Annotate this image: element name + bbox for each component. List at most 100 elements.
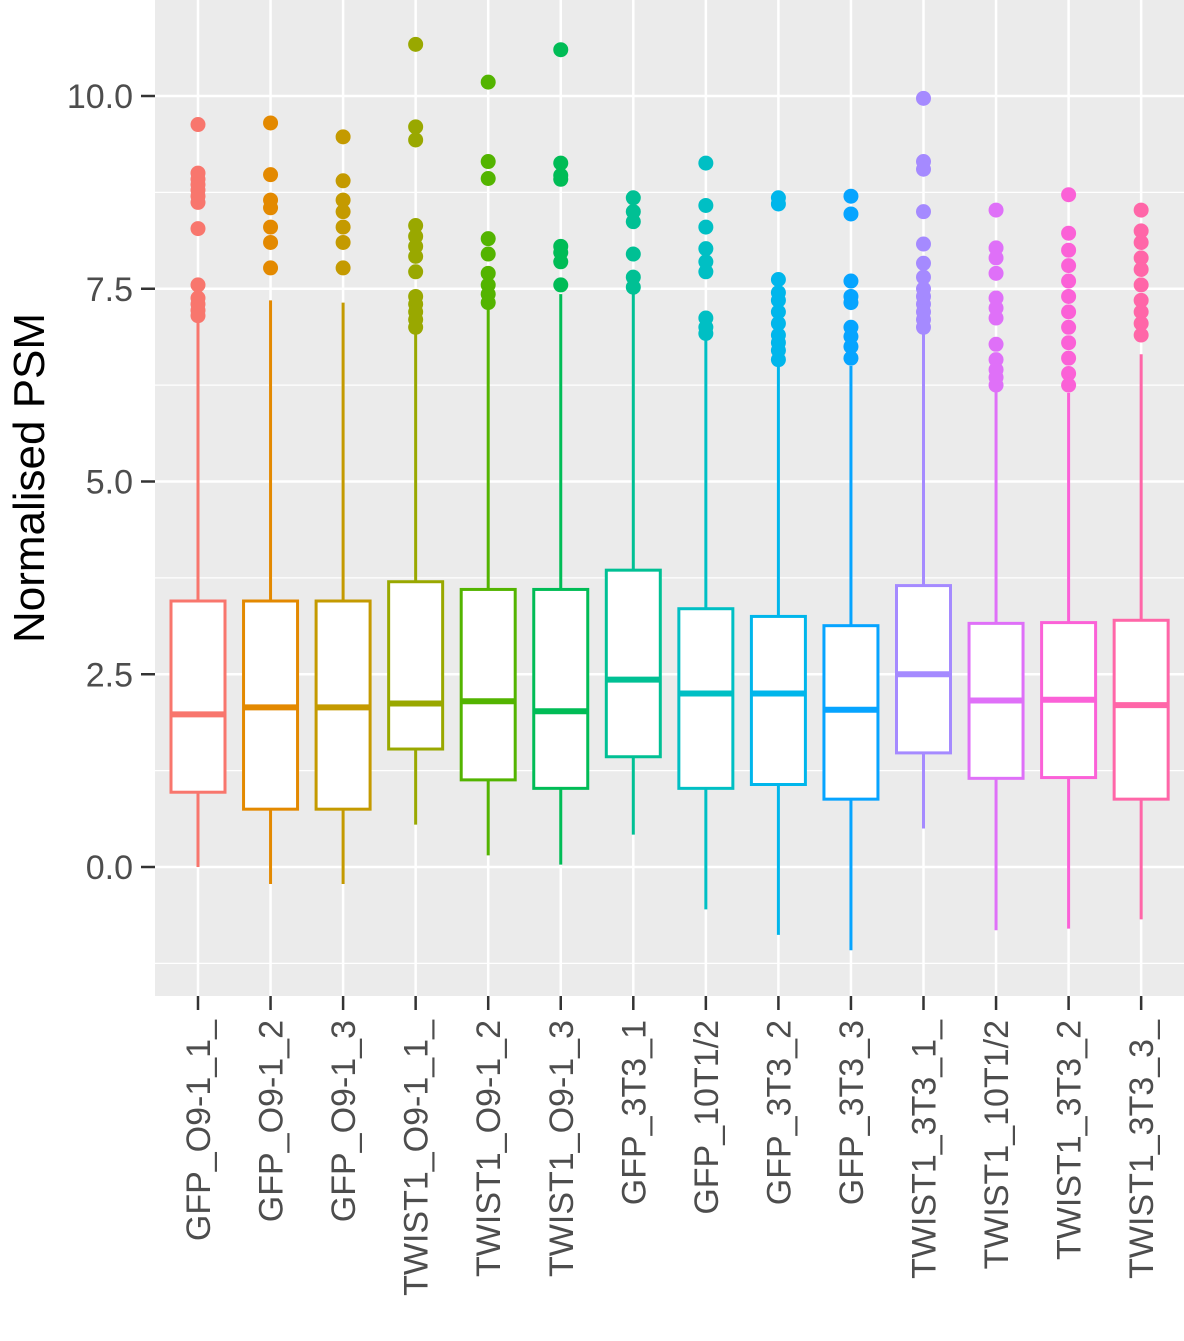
x-tick-label: GFP_3T3_1: [615, 1020, 653, 1205]
box-5: [459, 74, 517, 856]
outlier-point: [1133, 202, 1149, 218]
outlier-point: [1133, 304, 1149, 320]
outlier-point: [190, 194, 206, 210]
box-1: [169, 117, 227, 867]
outlier-point: [553, 42, 569, 58]
outlier-point: [1133, 223, 1149, 239]
box-iqr: [677, 607, 735, 790]
box-3: [314, 129, 372, 884]
outlier-point: [698, 197, 714, 213]
outlier-point: [408, 319, 424, 335]
outlier-point: [1061, 366, 1077, 382]
x-tick-label: TWIST1_O9-1_1_: [398, 1019, 436, 1296]
outlier-point: [770, 304, 786, 320]
outlier-point: [408, 264, 424, 280]
outlier-point: [553, 155, 569, 171]
outlier-point: [1061, 319, 1077, 335]
outlier-point: [263, 260, 279, 276]
outlier-point: [335, 234, 351, 250]
outlier-point: [263, 234, 279, 250]
outlier-point: [1061, 187, 1077, 203]
outlier-point: [480, 231, 496, 247]
box-iqr: [169, 599, 227, 794]
box-14: [1112, 202, 1170, 920]
outlier-point: [263, 115, 279, 131]
outlier-point: [1061, 377, 1077, 393]
outlier-point: [843, 350, 859, 366]
outlier-point: [190, 308, 206, 324]
outlier-point: [843, 188, 859, 204]
outlier-point: [988, 336, 1004, 352]
outlier-point: [263, 219, 279, 235]
box-4: [387, 36, 445, 825]
outlier-point: [843, 295, 859, 311]
outlier-point: [770, 292, 786, 308]
box-11: [895, 90, 952, 829]
outlier-point: [988, 265, 1004, 281]
x-tick-label: GFP_O9-1_1_: [180, 1019, 218, 1241]
outlier-point: [1061, 273, 1077, 289]
outlier-point: [698, 264, 714, 280]
outlier-point: [916, 204, 931, 220]
box-series: [169, 36, 1170, 951]
outlier-point: [988, 377, 1004, 393]
outlier-point: [480, 246, 496, 262]
x-tick-label: TWIST1_3T3_2: [1051, 1020, 1089, 1260]
outlier-point: [770, 352, 786, 368]
outlier-point: [1133, 250, 1149, 266]
box-7: [604, 190, 662, 835]
outlier-point: [480, 74, 496, 90]
outlier-point: [263, 200, 279, 216]
x-tick-label: GFP_3T3_3: [833, 1020, 871, 1205]
box-iqr: [532, 587, 590, 790]
box-13: [1040, 187, 1098, 929]
x-axis: GFP_O9-1_1_ GFP_O9-1_2 GFP_O9-1_3 TWIST1_O9…: [180, 996, 1161, 1296]
outlier-point: [480, 170, 496, 186]
outlier-point: [480, 265, 496, 281]
outlier-point: [916, 161, 931, 177]
outlier-point: [553, 254, 569, 270]
x-tick-label: TWIST1_O9-1_3: [543, 1020, 581, 1277]
box-12: [967, 202, 1025, 931]
outlier-point: [1133, 315, 1149, 331]
outlier-point: [988, 202, 1004, 218]
outlier-point: [190, 277, 206, 293]
x-tick-label: TWIST1_3T3_3_: [1123, 1019, 1161, 1279]
y-axis-title: Normalised PSM: [5, 313, 54, 643]
outlier-point: [263, 167, 279, 183]
box-8: [677, 155, 735, 910]
outlier-point: [988, 310, 1004, 326]
outlier-point: [770, 315, 786, 331]
outlier-point: [770, 196, 786, 212]
outlier-point: [1061, 335, 1077, 351]
outlier-point: [1061, 350, 1077, 366]
outlier-point: [1061, 258, 1077, 274]
box-iqr: [1112, 618, 1170, 801]
outlier-point: [335, 173, 351, 189]
x-tick-label: GFP_O9-1_2: [253, 1020, 291, 1222]
x-tick-label: GFP_3T3_2: [760, 1020, 798, 1205]
y-tick-label: 0.0: [86, 849, 133, 887]
outlier-point: [553, 277, 569, 293]
outlier-point: [1061, 304, 1077, 320]
outlier-point: [408, 248, 424, 264]
x-tick-label: TWIST1_O9-1_2: [470, 1020, 508, 1277]
outlier-point: [1061, 225, 1077, 241]
outlier-point: [625, 279, 641, 295]
x-tick-label: GFP_10T1/2: [688, 1020, 726, 1215]
box-iqr: [749, 614, 807, 787]
box-6: [532, 42, 590, 865]
outlier-point: [1133, 261, 1149, 277]
x-tick-label: TWIST1_10T1/2: [978, 1020, 1016, 1269]
outlier-point: [843, 206, 859, 222]
box-iqr: [459, 587, 517, 782]
outlier-point: [625, 246, 641, 262]
outlier-point: [335, 192, 351, 208]
box-10: [822, 188, 880, 951]
outlier-point: [335, 260, 351, 276]
outlier-point: [408, 218, 424, 234]
outlier-point: [916, 236, 931, 252]
outlier-point: [698, 219, 714, 235]
box-9: [749, 190, 807, 935]
outlier-point: [1133, 277, 1149, 293]
